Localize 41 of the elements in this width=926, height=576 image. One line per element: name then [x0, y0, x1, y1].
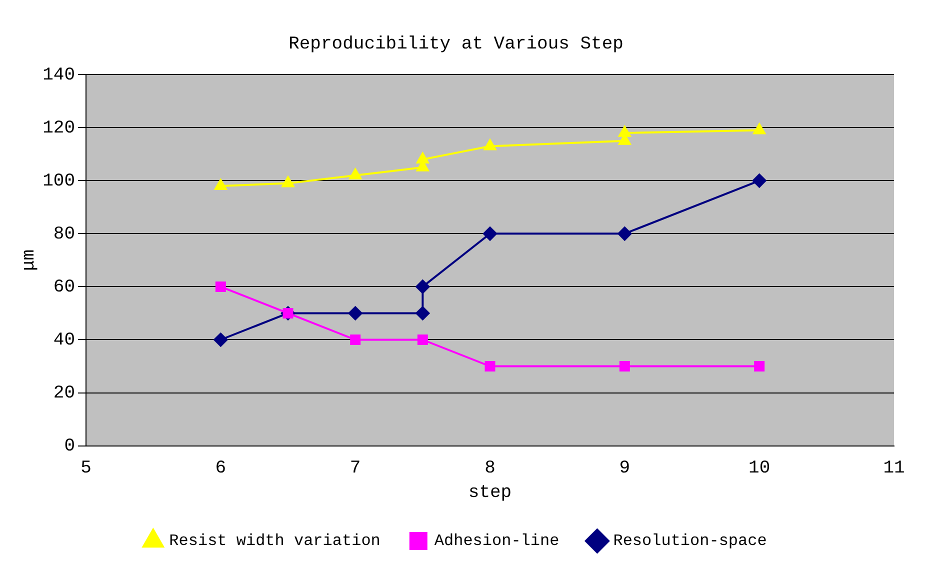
- legend-label: Adhesion-line: [434, 532, 560, 550]
- point: [215, 281, 226, 292]
- point: [483, 226, 498, 241]
- y-tick-label: 40: [53, 330, 76, 351]
- point: [753, 123, 766, 134]
- point: [416, 306, 430, 320]
- y-tick-label: 140: [42, 65, 76, 86]
- x-tick-label: 5: [80, 458, 92, 478]
- y-tick-label: 100: [42, 171, 76, 192]
- point: [618, 126, 631, 137]
- y-tick-label: 120: [42, 118, 76, 138]
- point: [619, 361, 630, 372]
- x-tick-label: 8: [484, 458, 496, 478]
- chart-title: Reproducibility at Various Step: [288, 34, 624, 55]
- point: [416, 152, 429, 164]
- point: [618, 226, 632, 241]
- x-axis-title: step: [468, 482, 512, 503]
- x-tick-label: 7: [350, 458, 361, 478]
- point: [417, 334, 428, 345]
- point: [282, 176, 294, 188]
- point: [350, 334, 361, 345]
- point: [349, 168, 362, 180]
- y-tick-label: 60: [53, 277, 76, 298]
- x-tick-label: 6: [215, 458, 226, 478]
- point: [214, 332, 228, 347]
- point: [214, 178, 227, 190]
- y-tick-label: 20: [53, 384, 76, 404]
- point: [752, 174, 766, 188]
- point: [484, 361, 496, 372]
- x-tick-label: 9: [619, 458, 630, 478]
- point: [416, 280, 430, 294]
- point: [484, 139, 496, 150]
- x-tick-label: 11: [883, 458, 905, 478]
- point: [754, 361, 765, 372]
- y-axis-title: μm: [20, 249, 40, 272]
- legend-label: Resist width variation: [169, 532, 380, 550]
- x-tick-label: 10: [748, 458, 770, 478]
- y-tick-label: 0: [64, 436, 76, 457]
- point: [348, 306, 362, 320]
- legend-label: Resolution-space: [613, 532, 767, 550]
- y-tick-label: 80: [53, 224, 76, 244]
